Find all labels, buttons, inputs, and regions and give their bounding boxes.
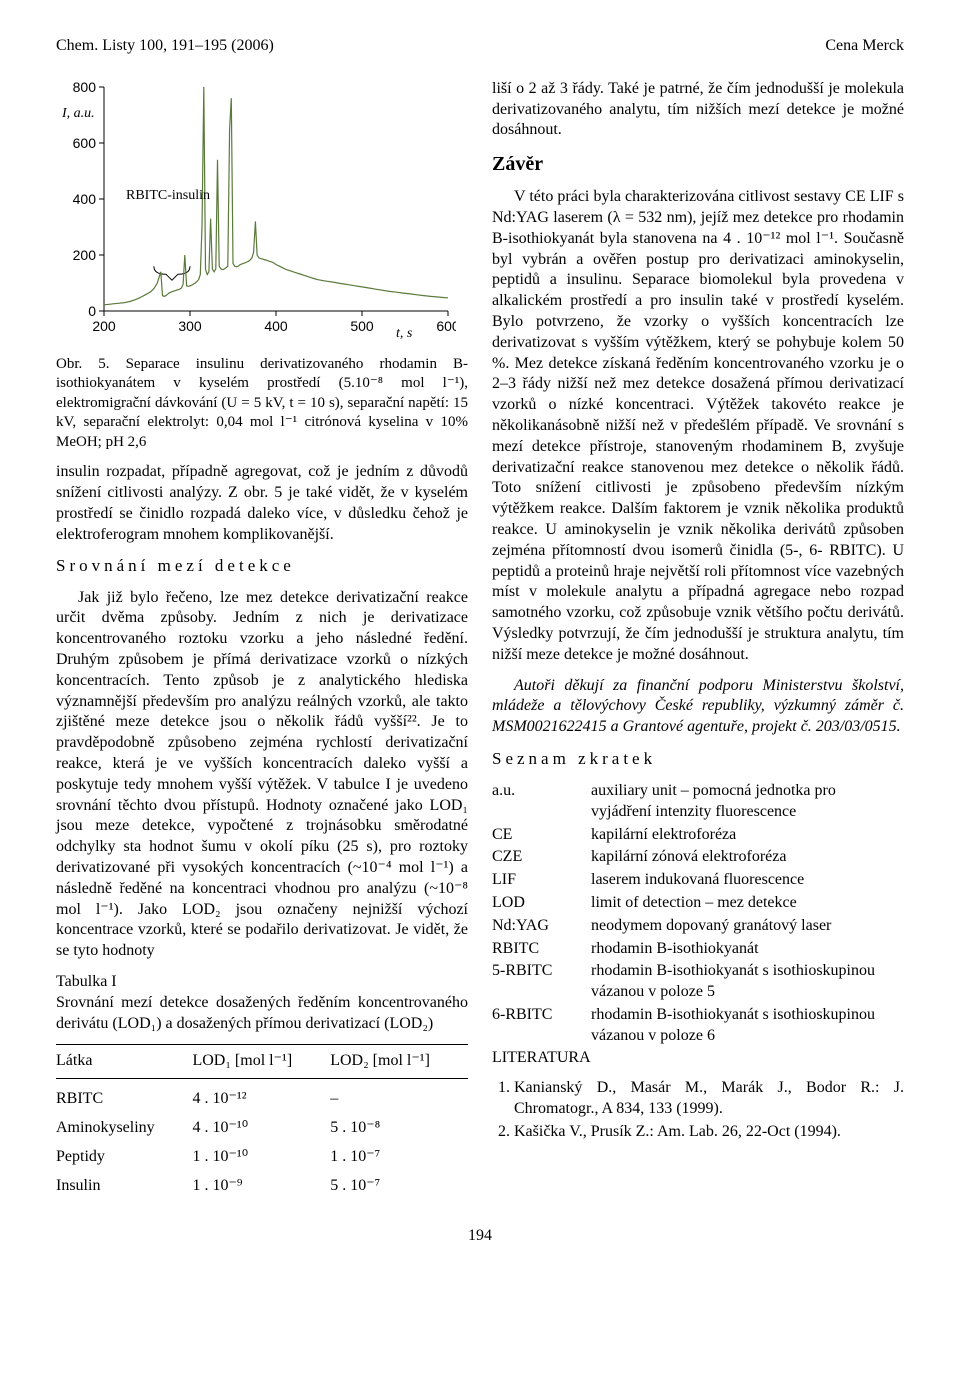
abbrev-key: CZE: [492, 846, 591, 869]
table-row: LODlimit of detection – mez detekce: [492, 892, 904, 915]
abbrev-key: CE: [492, 824, 591, 847]
abbrev-value: neodymem dopovaný granátový laser: [591, 915, 904, 938]
running-head: Chem. Listy 100, 191–195 (2006) Cena Mer…: [56, 36, 904, 57]
svg-text:300: 300: [178, 318, 202, 334]
runhead-right: Cena Merck: [825, 36, 904, 57]
section-heading-zaver: Závěr: [492, 151, 904, 177]
table-row: RBITC4 . 10⁻¹²–: [56, 1079, 468, 1114]
figure-5-caption: Obr. 5. Separace insulinu derivatizované…: [56, 355, 468, 453]
table-row: CEkapilární elektroforéza: [492, 824, 904, 847]
table-1-col-1: LOD₁ [mol l⁻¹]: [192, 1045, 330, 1079]
page-number: 194: [56, 1226, 904, 1247]
table-row: CZEkapilární zónová elektroforéza: [492, 846, 904, 869]
abbrev-value: limit of detection – mez detekce: [591, 892, 904, 915]
figure-5-chart: 0200400600800200300400500600 RBITC-insul…: [56, 79, 456, 349]
table-1-title: Tabulka I: [56, 973, 117, 990]
table-cell: 4 . 10⁻¹⁰: [192, 1114, 330, 1143]
page: Chem. Listy 100, 191–195 (2006) Cena Mer…: [0, 0, 960, 1287]
abbrev-key: a.u.: [492, 780, 591, 824]
left-column: 0200400600800200300400500600 RBITC-insul…: [56, 79, 468, 1201]
section-heading-literatura: LITERATURA: [492, 1048, 904, 1069]
table-row: Aminokyseliny4 . 10⁻¹⁰5 . 10⁻⁸: [56, 1114, 468, 1143]
svg-text:600: 600: [436, 318, 456, 334]
table-row: Nd:YAGneodymem dopovaný granátový laser: [492, 915, 904, 938]
table-cell: 5 . 10⁻⁸: [330, 1114, 468, 1143]
table-row: Insulin1 . 10⁻⁹5 . 10⁻⁷: [56, 1172, 468, 1201]
abbrev-value: auxiliary unit – pomocná jednotka pro vy…: [591, 780, 904, 824]
table-row: RBITCrhodamin B-isothiokyanát: [492, 938, 904, 961]
table-cell: Insulin: [56, 1172, 192, 1201]
table-1-header-row: Látka LOD₁ [mol l⁻¹] LOD₂ [mol l⁻¹]: [56, 1045, 468, 1079]
table-1-col-2: LOD₂ [mol l⁻¹]: [330, 1045, 468, 1079]
svg-text:200: 200: [92, 318, 116, 334]
abbrev-value: rhodamin B-isothiokyanát s isothioskupin…: [591, 1004, 904, 1048]
abbreviations-table: a.u.auxiliary unit – pomocná jednotka pr…: [492, 780, 904, 1048]
abbrev-value: kapilární elektroforéza: [591, 824, 904, 847]
svg-text:400: 400: [264, 318, 288, 334]
svg-text:500: 500: [350, 318, 374, 334]
table-cell: Peptidy: [56, 1143, 192, 1172]
table-cell: 4 . 10⁻¹²: [192, 1079, 330, 1114]
paragraph-srovnani: Jak již bylo řečeno, lze mez detekce der…: [56, 588, 468, 962]
abbrev-value: laserem indukovaná fluorescence: [591, 869, 904, 892]
reference-item: Kanianský D., Masár M., Marák J., Bodor …: [514, 1078, 904, 1120]
table-1-col-0: Látka: [56, 1045, 192, 1079]
table-row: Peptidy1 . 10⁻¹⁰1 . 10⁻⁷: [56, 1143, 468, 1172]
svg-text:0: 0: [88, 303, 96, 319]
abbrev-key: 6-RBITC: [492, 1004, 591, 1048]
table-row: a.u.auxiliary unit – pomocná jednotka pr…: [492, 780, 904, 824]
table-1-subcaption: Srovnání mezí detekce dosažených ředěním…: [56, 994, 468, 1032]
table-cell: Aminokyseliny: [56, 1114, 192, 1143]
svg-text:400: 400: [73, 191, 97, 207]
table-1-caption: Tabulka I Srovnání mezí detekce dosažený…: [56, 972, 468, 1034]
abbrev-value: rhodamin B-isothiokyanát s isothioskupin…: [591, 960, 904, 1004]
table-cell: RBITC: [56, 1079, 192, 1114]
chart-x-axis-label: t, s: [396, 325, 412, 343]
paragraph-zaver: V této práci byla charakterizována citli…: [492, 187, 904, 665]
svg-text:200: 200: [73, 247, 97, 263]
chart-annotation: RBITC-insulin: [126, 189, 210, 204]
paragraph-insulin: insulin rozpadat, případně agregovat, co…: [56, 462, 468, 545]
abbrev-value: kapilární zónová elektroforéza: [591, 846, 904, 869]
reference-item: Kašička V., Prusík Z.: Am. Lab. 26, 22-O…: [514, 1122, 904, 1143]
two-column-layout: 0200400600800200300400500600 RBITC-insul…: [56, 79, 904, 1201]
table-row: LIFlaserem indukovaná fluorescence: [492, 869, 904, 892]
table-cell: 5 . 10⁻⁷: [330, 1172, 468, 1201]
svg-text:600: 600: [73, 135, 97, 151]
abbrev-key: LOD: [492, 892, 591, 915]
runhead-left: Chem. Listy 100, 191–195 (2006): [56, 36, 274, 57]
table-row: 6-RBITCrhodamin B-isothiokyanát s isothi…: [492, 1004, 904, 1048]
table-cell: 1 . 10⁻¹⁰: [192, 1143, 330, 1172]
chart-y-axis-label: I, a.u.: [62, 105, 95, 123]
paragraph-top-right: liší o 2 až 3 řády. Také je patrné, že č…: [492, 79, 904, 141]
references-list: Kanianský D., Masár M., Marák J., Bodor …: [492, 1078, 904, 1142]
abbrev-key: 5-RBITC: [492, 960, 591, 1004]
acknowledgements: Autoři děkují za finanční podporu Minist…: [492, 676, 904, 738]
svg-text:800: 800: [73, 79, 97, 95]
table-cell: –: [330, 1079, 468, 1114]
subsection-heading-srovnani: Srovnání mezí detekce: [56, 555, 468, 577]
right-column: liší o 2 až 3 řády. Také je patrné, že č…: [492, 79, 904, 1201]
table-cell: 1 . 10⁻⁹: [192, 1172, 330, 1201]
table-row: 5-RBITCrhodamin B-isothiokyanát s isothi…: [492, 960, 904, 1004]
abbrev-key: LIF: [492, 869, 591, 892]
table-1: Látka LOD₁ [mol l⁻¹] LOD₂ [mol l⁻¹] RBIT…: [56, 1044, 468, 1200]
abbrev-key: Nd:YAG: [492, 915, 591, 938]
chart-svg: 0200400600800200300400500600: [56, 79, 456, 349]
abbrev-value: rhodamin B-isothiokyanát: [591, 938, 904, 961]
abbrev-key: RBITC: [492, 938, 591, 961]
table-cell: 1 . 10⁻⁷: [330, 1143, 468, 1172]
section-heading-zkratky: Seznam zkratek: [492, 748, 904, 770]
